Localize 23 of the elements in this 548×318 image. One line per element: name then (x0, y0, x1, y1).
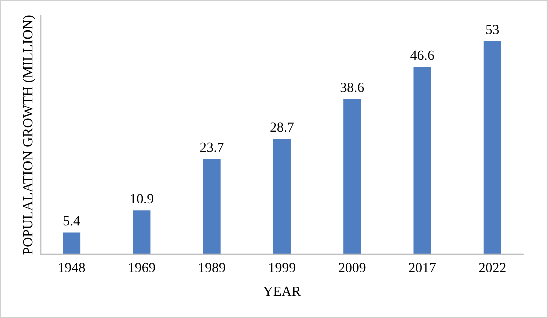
data-label: 23.7 (200, 142, 224, 152)
x-tick-label: 1999 (270, 263, 296, 273)
bar (484, 41, 502, 254)
x-tick-label: 1989 (199, 263, 226, 273)
x-tick-label: 1948 (59, 263, 86, 273)
y-axis-title: POPULALATION GROWTH (MILLION) (22, 16, 36, 255)
bar (273, 139, 291, 254)
data-label: 38.6 (340, 82, 364, 92)
x-tick-label: 2009 (339, 263, 366, 273)
data-label: 5.4 (64, 216, 80, 226)
data-label: 10.9 (131, 194, 154, 204)
bar (203, 159, 221, 254)
data-label: 53 (486, 25, 500, 34)
data-label: 46.6 (410, 50, 434, 60)
bar (133, 210, 151, 254)
x-tick-label: 2017 (409, 263, 436, 273)
bar (414, 67, 432, 254)
x-tick-label: 2022 (479, 263, 506, 273)
bar (63, 232, 81, 254)
data-label: 28.7 (270, 122, 294, 132)
x-tick-label: 1969 (129, 263, 156, 273)
bar (344, 99, 362, 254)
x-axis-title: YEAR (263, 286, 302, 296)
